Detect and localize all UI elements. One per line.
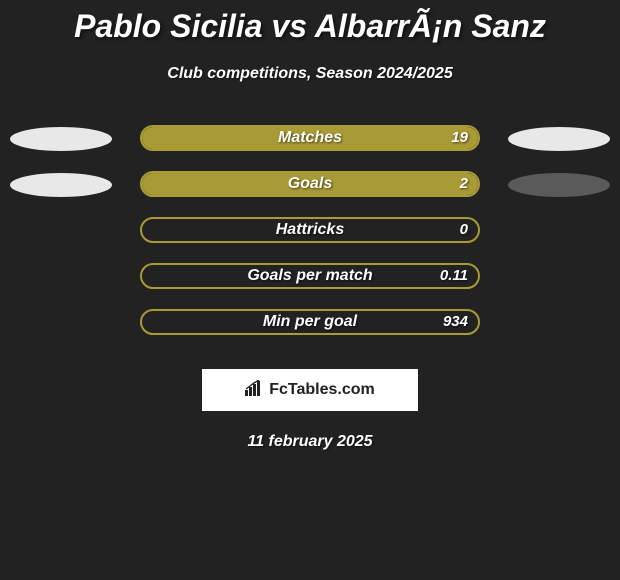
- bar-fill: [142, 127, 478, 149]
- bar-chart-icon: [245, 380, 265, 401]
- bar-track: [140, 217, 480, 243]
- stat-row: Goals per match0.11: [0, 259, 620, 305]
- stat-row: Goals2: [0, 167, 620, 213]
- bar-fill: [142, 173, 478, 195]
- logo-box: FcTables.com: [202, 369, 418, 411]
- stat-row: Matches19: [0, 121, 620, 167]
- stats-rows: Matches19Goals2Hattricks0Goals per match…: [0, 121, 620, 351]
- date-text: 11 february 2025: [0, 433, 620, 451]
- left-player-ellipse: [10, 127, 112, 151]
- logo-text: FcTables.com: [245, 380, 375, 401]
- right-player-ellipse: [508, 173, 610, 197]
- left-player-ellipse: [10, 173, 112, 197]
- page-title: Pablo Sicilia vs AlbarrÃ¡n Sanz: [0, 0, 620, 45]
- stat-row: Min per goal934: [0, 305, 620, 351]
- bar-track: [140, 171, 480, 197]
- bar-track: [140, 125, 480, 151]
- bar-track: [140, 309, 480, 335]
- subtitle: Club competitions, Season 2024/2025: [0, 65, 620, 83]
- stat-row: Hattricks0: [0, 213, 620, 259]
- right-player-ellipse: [508, 127, 610, 151]
- bar-track: [140, 263, 480, 289]
- logo-label: FcTables.com: [269, 381, 375, 399]
